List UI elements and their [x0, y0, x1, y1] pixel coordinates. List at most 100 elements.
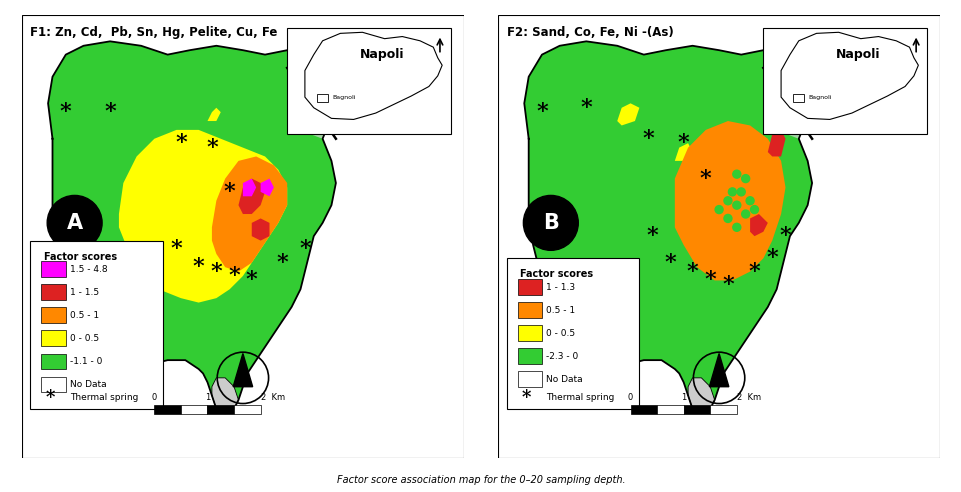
- Circle shape: [724, 215, 731, 222]
- Text: F1: Zn, Cd,  Pb, Sn, Hg, Pelite, Cu, Fe: F1: Zn, Cd, Pb, Sn, Hg, Pelite, Cu, Fe: [31, 26, 278, 39]
- Text: Factor scores: Factor scores: [519, 270, 592, 279]
- Polygon shape: [524, 41, 811, 413]
- Text: Napoli: Napoli: [359, 48, 404, 61]
- Circle shape: [732, 170, 740, 178]
- Polygon shape: [767, 130, 785, 156]
- Polygon shape: [48, 41, 335, 413]
- Circle shape: [47, 195, 102, 250]
- Circle shape: [727, 188, 735, 196]
- Polygon shape: [208, 108, 220, 121]
- Text: *: *: [535, 101, 547, 123]
- Bar: [181, 405, 208, 414]
- Polygon shape: [287, 46, 335, 139]
- Text: F2: Sand, Co, Fe, Ni -(As): F2: Sand, Co, Fe, Ni -(As): [506, 26, 673, 39]
- Polygon shape: [708, 353, 728, 387]
- Text: *: *: [192, 256, 205, 278]
- Polygon shape: [211, 378, 238, 413]
- Text: Bagnoli: Bagnoli: [807, 94, 831, 99]
- Polygon shape: [260, 179, 274, 196]
- Text: *: *: [228, 265, 239, 287]
- Circle shape: [741, 175, 749, 183]
- Text: No Data: No Data: [70, 380, 107, 389]
- Text: *: *: [277, 252, 288, 274]
- Text: Factor score association map for the 0–20 sampling depth.: Factor score association map for the 0–2…: [336, 475, 625, 485]
- Text: 0: 0: [152, 393, 157, 402]
- Text: 0: 0: [628, 393, 632, 402]
- Circle shape: [741, 210, 749, 218]
- Text: *: *: [60, 101, 71, 123]
- Text: *: *: [206, 137, 217, 158]
- Polygon shape: [687, 378, 714, 413]
- Bar: [41, 261, 65, 277]
- Text: Factor scores: Factor scores: [43, 251, 116, 262]
- Bar: [517, 348, 541, 364]
- Polygon shape: [780, 32, 918, 120]
- Text: 1 - 1.5: 1 - 1.5: [70, 288, 99, 297]
- Bar: [709, 405, 736, 414]
- Polygon shape: [674, 121, 785, 280]
- Text: Napoli: Napoli: [835, 48, 879, 61]
- Polygon shape: [119, 130, 287, 303]
- Text: Thermal spring: Thermal spring: [546, 393, 614, 402]
- Polygon shape: [233, 353, 253, 387]
- Text: *: *: [778, 225, 791, 247]
- Polygon shape: [705, 165, 763, 249]
- Polygon shape: [674, 143, 692, 161]
- Text: *: *: [686, 261, 698, 282]
- Bar: [208, 405, 234, 414]
- Text: Bagnoli: Bagnoli: [332, 94, 356, 99]
- Bar: [41, 353, 65, 369]
- Text: 1 - 1.3: 1 - 1.3: [546, 282, 575, 292]
- Bar: [656, 405, 683, 414]
- Text: 1: 1: [680, 393, 685, 402]
- Text: *: *: [748, 261, 759, 282]
- Text: Thermal spring: Thermal spring: [70, 393, 138, 402]
- Text: No Data: No Data: [546, 375, 582, 384]
- Bar: [41, 376, 65, 393]
- Text: *: *: [579, 97, 592, 119]
- Text: *: *: [521, 389, 530, 407]
- Circle shape: [732, 223, 740, 231]
- Text: A: A: [66, 213, 83, 233]
- Circle shape: [714, 206, 723, 214]
- Circle shape: [732, 201, 740, 209]
- Circle shape: [736, 188, 745, 196]
- Text: *: *: [175, 132, 186, 154]
- Text: *: *: [700, 168, 711, 189]
- Text: *: *: [210, 261, 222, 282]
- Text: *: *: [104, 101, 116, 123]
- Text: *: *: [766, 247, 777, 269]
- Bar: [154, 405, 181, 414]
- Bar: [41, 284, 65, 300]
- Text: 1.5 - 4.8: 1.5 - 4.8: [70, 265, 108, 274]
- Bar: [41, 308, 65, 323]
- Bar: [517, 325, 541, 341]
- Circle shape: [724, 197, 731, 205]
- Bar: [763, 28, 926, 134]
- Text: 0.5 - 1: 0.5 - 1: [546, 306, 575, 314]
- Text: -2.3 - 0: -2.3 - 0: [546, 352, 579, 361]
- Circle shape: [746, 197, 753, 205]
- Polygon shape: [750, 214, 767, 236]
- Bar: [517, 279, 541, 295]
- Bar: [317, 93, 328, 101]
- Bar: [683, 405, 709, 414]
- Text: B: B: [542, 213, 558, 233]
- Bar: [517, 371, 541, 387]
- Text: *: *: [246, 270, 258, 291]
- Text: 1: 1: [205, 393, 209, 402]
- Bar: [793, 93, 803, 101]
- Text: 0 - 0.5: 0 - 0.5: [546, 329, 575, 338]
- Bar: [629, 405, 656, 414]
- Polygon shape: [238, 179, 265, 214]
- Text: *: *: [224, 181, 235, 203]
- Text: *: *: [45, 389, 55, 407]
- Circle shape: [750, 206, 757, 214]
- Circle shape: [523, 195, 578, 250]
- Polygon shape: [211, 156, 287, 272]
- Text: 2  Km: 2 Km: [736, 393, 760, 402]
- Polygon shape: [305, 32, 442, 120]
- Polygon shape: [617, 103, 639, 125]
- Text: 0.5 - 1: 0.5 - 1: [70, 311, 99, 320]
- Polygon shape: [763, 46, 811, 139]
